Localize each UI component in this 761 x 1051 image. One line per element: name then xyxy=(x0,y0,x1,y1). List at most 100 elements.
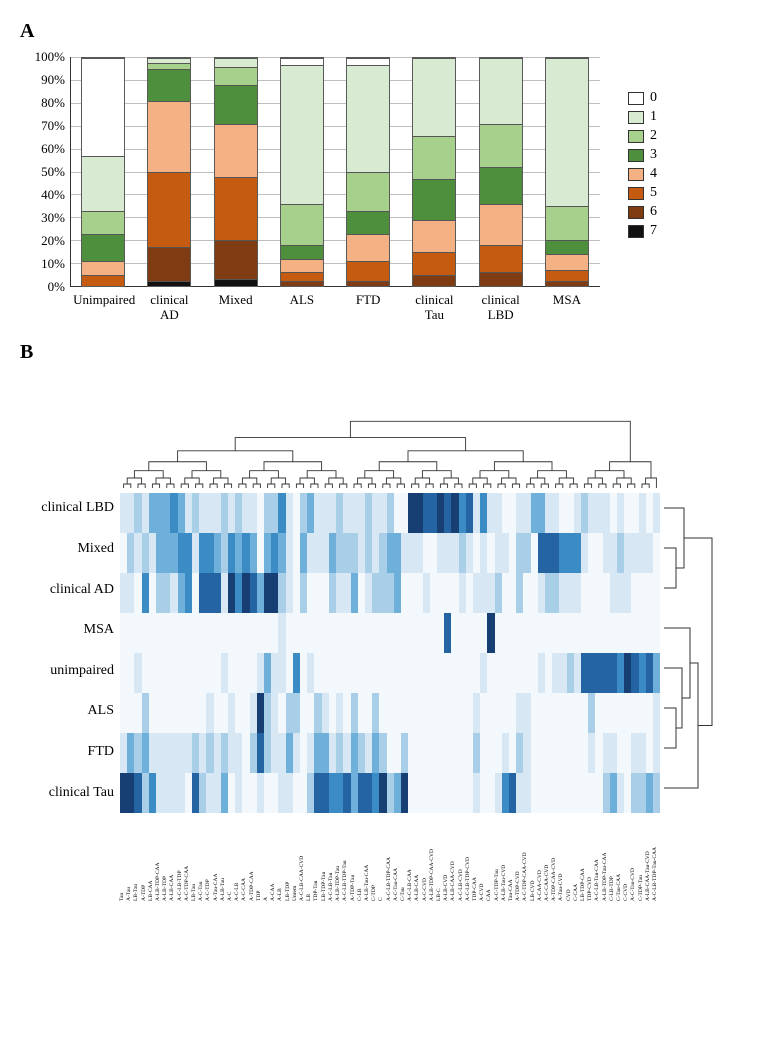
heatmap-row xyxy=(120,533,660,573)
heatmap-cell xyxy=(134,653,141,693)
heatmap-cell xyxy=(581,693,588,733)
heatmap-cell xyxy=(235,533,242,573)
heatmap-cell xyxy=(372,773,379,813)
heatmap-cell xyxy=(387,613,394,653)
heatmap-cell xyxy=(394,573,401,613)
bar-segment xyxy=(82,156,124,211)
heatmap-cell xyxy=(624,733,631,773)
heatmap-cell xyxy=(401,493,408,533)
heatmap-cell xyxy=(293,533,300,573)
heatmap-cell xyxy=(545,613,552,653)
heatmap-cell xyxy=(624,573,631,613)
heatmap-cell xyxy=(329,653,336,693)
heatmap-cell xyxy=(185,533,192,573)
heatmap-cell xyxy=(603,733,610,773)
y-tick-label: 90% xyxy=(20,72,65,88)
x-tick-label: clinicalLBD xyxy=(471,289,531,327)
heatmap-cell xyxy=(365,573,372,613)
heatmap-cell xyxy=(459,653,466,693)
heatmap-cell xyxy=(278,653,285,693)
heatmap-cell xyxy=(624,493,631,533)
heatmap-cell xyxy=(314,613,321,653)
heatmap-cell xyxy=(300,733,307,773)
heatmap-cell xyxy=(401,573,408,613)
heatmap-cell xyxy=(459,733,466,773)
heatmap-cell xyxy=(300,533,307,573)
heatmap-cell xyxy=(646,573,653,613)
heatmap-cell xyxy=(156,733,163,773)
heatmap-cell xyxy=(567,733,574,773)
heatmap-cell xyxy=(516,493,523,533)
heatmap-cell xyxy=(574,773,581,813)
heatmap-cell xyxy=(538,693,545,733)
heatmap-cell xyxy=(250,693,257,733)
heatmap-cell xyxy=(617,493,624,533)
heatmap-cell xyxy=(437,613,444,653)
heatmap-cell xyxy=(293,773,300,813)
heatmap-cell xyxy=(495,653,502,693)
heatmap-cell xyxy=(610,613,617,653)
heatmap-cell xyxy=(459,693,466,733)
legend-label: 7 xyxy=(650,223,657,239)
legend-swatch xyxy=(628,92,644,105)
heatmap-cell xyxy=(336,493,343,533)
heatmap-cell xyxy=(307,773,314,813)
heatmap-cell xyxy=(206,733,213,773)
heatmap-cell xyxy=(653,693,660,733)
heatmap-cell xyxy=(487,773,494,813)
heatmap-cell xyxy=(300,693,307,733)
y-tick-label: 100% xyxy=(20,49,65,65)
heatmap-col-label: A-C-LB-TDP-Tau-CAA xyxy=(653,813,660,903)
heatmap-cell xyxy=(192,653,199,693)
y-tick-label: 50% xyxy=(20,164,65,180)
bar-segment xyxy=(480,272,522,286)
heatmap-cell xyxy=(185,493,192,533)
heatmap-cell xyxy=(567,693,574,733)
heatmap-cell xyxy=(365,773,372,813)
heatmap-cell xyxy=(480,653,487,693)
heatmap-row-label: unimpaired xyxy=(20,651,118,692)
heatmap-cell xyxy=(278,693,285,733)
heatmap-cell xyxy=(466,533,473,573)
bar-segment xyxy=(215,279,257,286)
legend-item: 2 xyxy=(628,128,657,144)
heatmap-cell xyxy=(379,733,386,773)
heatmap-cell xyxy=(466,733,473,773)
heatmap-cell xyxy=(149,733,156,773)
heatmap-cell xyxy=(415,533,422,573)
bar-segment xyxy=(148,172,190,247)
heatmap-cell xyxy=(387,773,394,813)
heatmap-cell xyxy=(358,493,365,533)
heatmap-cell xyxy=(523,693,530,733)
heatmap-row-label: Mixed xyxy=(20,529,118,570)
heatmap-cell xyxy=(437,693,444,733)
heatmap-cell xyxy=(646,533,653,573)
legend-item: 3 xyxy=(628,147,657,163)
legend-swatch xyxy=(628,187,644,200)
heatmap-cell xyxy=(531,693,538,733)
heatmap-cell xyxy=(156,533,163,573)
heatmap-cell xyxy=(336,773,343,813)
heatmap-cell xyxy=(552,693,559,733)
heatmap-cell xyxy=(221,613,228,653)
heatmap-cell xyxy=(538,573,545,613)
heatmap-cell xyxy=(451,613,458,653)
heatmap-cell xyxy=(271,693,278,733)
heatmap-cell xyxy=(617,653,624,693)
heatmap-cell xyxy=(588,773,595,813)
bar-segment xyxy=(480,245,522,272)
heatmap-cell xyxy=(336,533,343,573)
heatmap-cell xyxy=(336,733,343,773)
heatmap-cell xyxy=(646,613,653,653)
heatmap-cell xyxy=(134,733,141,773)
heatmap-cell xyxy=(170,613,177,653)
heatmap-cell xyxy=(567,653,574,693)
heatmap-cell xyxy=(178,773,185,813)
heatmap-cell xyxy=(387,653,394,693)
heatmap-cell xyxy=(314,493,321,533)
heatmap-cell xyxy=(495,773,502,813)
heatmap-cell xyxy=(523,533,530,573)
heatmap-cell xyxy=(149,493,156,533)
y-tick-label: 40% xyxy=(20,187,65,203)
heatmap-cell xyxy=(185,573,192,613)
